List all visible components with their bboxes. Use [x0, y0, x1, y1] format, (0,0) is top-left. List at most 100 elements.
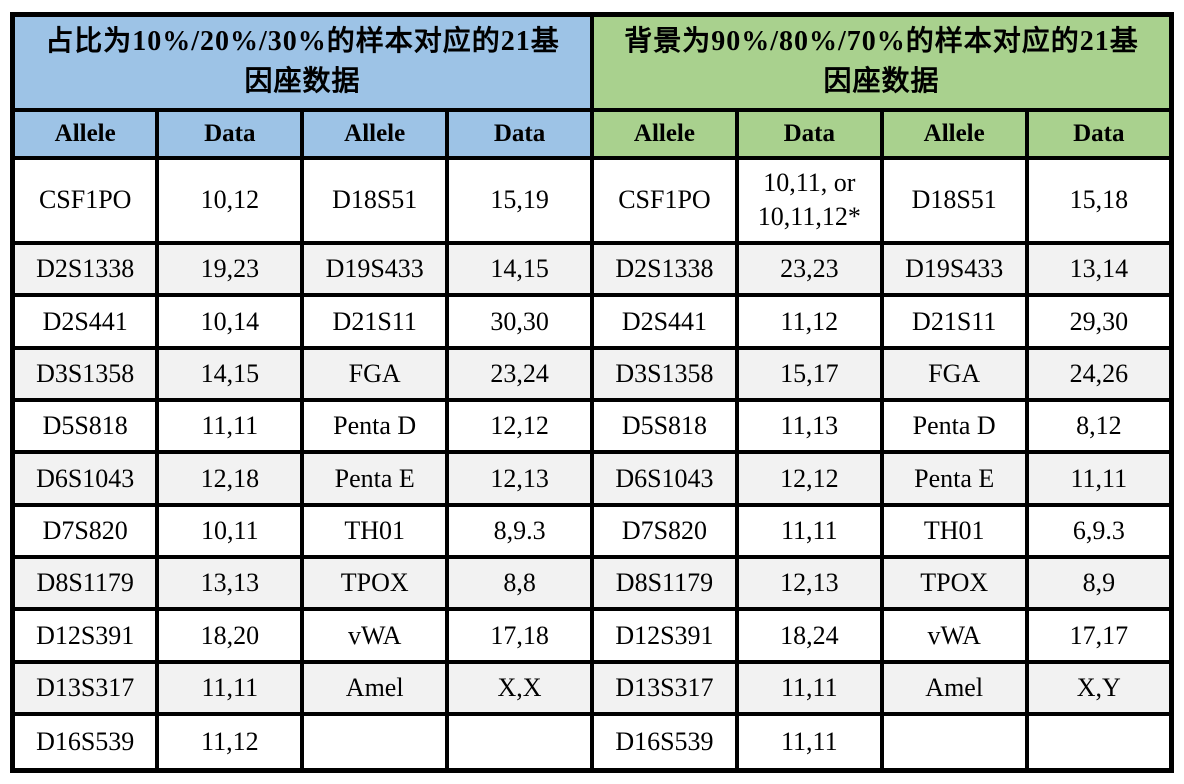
data-cell: 8,9.3 — [445, 502, 594, 560]
table-row: D13S317 11,11 Amel X,X D13S317 11,11 Amel X,Y — [10, 659, 1174, 717]
table-body: CSF1PO 10,12 D18S51 15,19 CSF1PO 10,11, or 10… — [10, 155, 1174, 773]
allele-cell: D12S391 — [10, 607, 160, 664]
data-cell — [1024, 712, 1174, 773]
data-cell: 8,9 — [1024, 555, 1174, 612]
allele-cell: TPOX — [879, 555, 1029, 612]
table-row: D16S539 11,12 D16S539 11,11 — [10, 712, 1174, 773]
data-cell: 10,14 — [155, 293, 305, 350]
allele-cell: D3S1358 — [590, 345, 739, 403]
data-cell: 6,9.3 — [1024, 502, 1174, 560]
table-row: D3S1358 14,15 FGA 23,24 D3S1358 15,17 FGA 24,26 — [10, 345, 1174, 403]
allele-cell: D18S51 — [300, 155, 450, 246]
data-cell: 8,12 — [1024, 398, 1174, 455]
table-row: D12S391 18,20 vWA 17,18 D12S391 18,24 vWA 17,17 — [10, 607, 1174, 664]
allele-cell: D2S1338 — [590, 241, 739, 298]
allele-cell: TPOX — [300, 555, 450, 612]
column-header-data: Data — [445, 107, 594, 160]
data-cell — [445, 712, 594, 773]
allele-cell: D21S11 — [879, 293, 1029, 350]
allele-cell — [300, 712, 450, 773]
allele-cell: D2S441 — [590, 293, 739, 350]
genotype-table-container: 占比为10%/20%/30%的样本对应的21基 因座数据 背景为90%/80%/… — [10, 12, 1174, 773]
data-cell: 11,11 — [734, 659, 884, 717]
allele-cell: D7S820 — [590, 502, 739, 560]
allele-cell: D2S1338 — [10, 241, 160, 298]
data-cell: 24,26 — [1024, 345, 1174, 403]
table-row: D5S818 11,11 Penta D 12,12 D5S818 11,13 Penta … — [10, 398, 1174, 455]
data-cell: 18,24 — [734, 607, 884, 664]
data-cell: X,X — [445, 659, 594, 717]
allele-cell: D6S1043 — [10, 450, 160, 507]
allele-cell: D8S1179 — [590, 555, 739, 612]
left-panel-title: 占比为10%/20%/30%的样本对应的21基 因座数据 — [10, 12, 594, 112]
allele-cell: Amel — [300, 659, 450, 717]
column-header-allele: Allele — [10, 107, 160, 160]
data-cell: 30,30 — [445, 293, 594, 350]
allele-cell: FGA — [300, 345, 450, 403]
column-header-data: Data — [1024, 107, 1174, 160]
table-row: D6S1043 12,18 Penta E 12,13 D6S1043 12,12 Pent… — [10, 450, 1174, 507]
allele-cell: CSF1PO — [10, 155, 160, 246]
data-cell: 15,17 — [734, 345, 884, 403]
allele-cell: D7S820 — [10, 502, 160, 560]
column-header-allele: Allele — [879, 107, 1029, 160]
data-cell: 11,13 — [734, 398, 884, 455]
data-cell: 10,11 — [155, 502, 305, 560]
data-cell: X,Y — [1024, 659, 1174, 717]
data-cell: 23,24 — [445, 345, 594, 403]
data-cell: 12,18 — [155, 450, 305, 507]
data-cell: 11,11 — [1024, 450, 1174, 507]
data-cell: 12,12 — [734, 450, 884, 507]
allele-cell: Penta E — [300, 450, 450, 507]
allele-cell: D8S1179 — [10, 555, 160, 612]
allele-cell: Penta D — [300, 398, 450, 455]
allele-cell: D13S317 — [10, 659, 160, 717]
table-row: D2S441 10,14 D21S11 30,30 D2S441 11,12 D21S11 2… — [10, 293, 1174, 350]
data-cell: 14,15 — [445, 241, 594, 298]
title-row: 占比为10%/20%/30%的样本对应的21基 因座数据 背景为90%/80%/… — [10, 12, 1174, 112]
allele-cell: D2S441 — [10, 293, 160, 350]
allele-cell: D18S51 — [879, 155, 1029, 246]
data-cell: 23,23 — [734, 241, 884, 298]
table-row: D8S1179 13,13 TPOX 8,8 D8S1179 12,13 TPOX 8,9 — [10, 555, 1174, 612]
data-cell: 13,14 — [1024, 241, 1174, 298]
allele-cell: TH01 — [879, 502, 1029, 560]
data-cell: 11,11 — [734, 712, 884, 773]
data-cell: 13,13 — [155, 555, 305, 612]
data-cell: 11,12 — [734, 293, 884, 350]
data-cell: 12,13 — [445, 450, 594, 507]
allele-cell: D16S539 — [10, 712, 160, 773]
table-row: D7S820 10,11 TH01 8,9.3 D7S820 11,11 TH01 6,9.3 — [10, 502, 1174, 560]
column-header-allele: Allele — [590, 107, 739, 160]
data-cell: 10,11, or 10,11,12* — [734, 155, 884, 246]
allele-cell: TH01 — [300, 502, 450, 560]
data-cell: 14,15 — [155, 345, 305, 403]
data-cell: 19,23 — [155, 241, 305, 298]
allele-cell: Amel — [879, 659, 1029, 717]
allele-cell: D16S539 — [590, 712, 739, 773]
allele-cell: vWA — [879, 607, 1029, 664]
data-cell: 11,11 — [734, 502, 884, 560]
data-cell: 10,12 — [155, 155, 305, 246]
data-cell: 8,8 — [445, 555, 594, 612]
allele-cell: Penta E — [879, 450, 1029, 507]
allele-cell: D12S391 — [590, 607, 739, 664]
allele-cell: FGA — [879, 345, 1029, 403]
allele-cell — [879, 712, 1029, 773]
allele-cell: D5S818 — [590, 398, 739, 455]
data-cell: 11,11 — [155, 659, 305, 717]
allele-cell: D19S433 — [879, 241, 1029, 298]
allele-cell: D6S1043 — [590, 450, 739, 507]
data-cell: 12,13 — [734, 555, 884, 612]
table-row: D2S1338 19,23 D19S433 14,15 D2S1338 23,23 D19S… — [10, 241, 1174, 298]
data-cell: 17,17 — [1024, 607, 1174, 664]
data-cell: 11,11 — [155, 398, 305, 455]
data-cell: 15,19 — [445, 155, 594, 246]
allele-cell: D3S1358 — [10, 345, 160, 403]
allele-cell: D21S11 — [300, 293, 450, 350]
data-cell: 15,18 — [1024, 155, 1174, 246]
data-cell: 12,12 — [445, 398, 594, 455]
genotype-table: 占比为10%/20%/30%的样本对应的21基 因座数据 背景为90%/80%/… — [10, 12, 1174, 773]
column-header-allele: Allele — [300, 107, 450, 160]
allele-cell: D13S317 — [590, 659, 739, 717]
